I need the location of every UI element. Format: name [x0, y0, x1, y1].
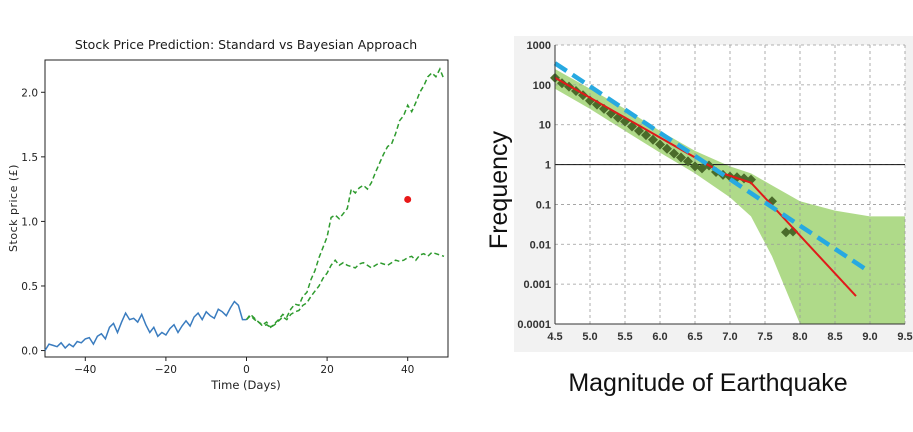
- stock-y-ticks: 0.0 0.5 1.0 1.5 2.0: [21, 87, 45, 358]
- stock-y-tick-label: 0.0: [21, 346, 38, 358]
- earthquake-data-point: [781, 227, 791, 238]
- earthquake-x-tick-label: 4.5: [547, 331, 562, 343]
- earthquake-x-tick-label: 9.0: [862, 331, 877, 343]
- stock-series-line-2: [245, 251, 445, 329]
- stock-points-layer: [404, 195, 412, 203]
- stock-x-tick-label: 0: [243, 364, 250, 376]
- earthquake-x-ticks: 4.5 5.0 5.5 6.0 6.5 7.0 7.5 8.0 8.5 9.0 9.5: [547, 331, 912, 343]
- earthquake-solid-fit-line: [554, 76, 857, 297]
- earthquake-y-tick-label: 10: [539, 120, 551, 132]
- earthquake-data-point: [634, 125, 644, 136]
- earthquake-y-tick-label: 1: [545, 160, 551, 172]
- earthquake-y-tick-label: 0.01: [530, 239, 551, 251]
- earthquake-x-tick-label: 6.0: [652, 331, 667, 343]
- stock-chart: Stock Price Prediction: Standard vs Baye…: [7, 37, 449, 392]
- stock-x-tick-label: 20: [320, 364, 333, 376]
- stock-series-line-1: [245, 67, 445, 329]
- stock-chart-frame: [44, 59, 449, 358]
- earthquake-data-point: [788, 226, 798, 237]
- earthquake-chart: 4.5 5.0 5.5 6.0 6.5 7.0 7.5 8.0 8.5 9.0 9.5 0.0001…: [485, 36, 913, 397]
- stock-y-tick-label: 0.5: [21, 281, 38, 293]
- earthquake-data-point: [662, 143, 672, 154]
- stock-chart-title: Stock Price Prediction: Standard vs Baye…: [75, 37, 417, 52]
- earthquake-x-axis-label: Magnitude of Earthquake: [568, 369, 847, 397]
- earthquake-y-tick-label: 0.0001: [517, 319, 551, 331]
- earthquake-x-tick-label: 7.0: [722, 331, 737, 343]
- stock-series-layer: [44, 67, 445, 351]
- stock-x-tick-label: −40: [74, 364, 96, 376]
- earthquake-data-point: [676, 152, 686, 163]
- stock-y-tick-label: 1.5: [21, 152, 38, 164]
- earthquake-x-tick-label: 9.5: [897, 331, 912, 343]
- earthquake-data-point: [648, 134, 658, 145]
- earthquake-x-tick-label: 5.5: [617, 331, 632, 343]
- earthquake-fit-lines: [553, 61, 872, 297]
- stock-y-axis-label: Stock price (£): [7, 164, 20, 252]
- earthquake-y-ticks: 0.0001 0.001 0.01 0.1 1 10 100 1000: [517, 40, 551, 331]
- stock-y-tick-label: 2.0: [21, 87, 38, 99]
- stock-x-tick-label: 40: [401, 364, 414, 376]
- earthquake-y-tick-label: 0.001: [523, 279, 551, 291]
- earthquake-x-tick-label: 6.5: [687, 331, 702, 343]
- earthquake-x-tick-label: 7.5: [757, 331, 772, 343]
- stock-y-tick-label: 1.0: [21, 216, 38, 228]
- stock-series-line-0: [44, 300, 247, 351]
- earthquake-y-tick-label: 1000: [527, 40, 551, 52]
- stock-prediction-point: [404, 195, 412, 203]
- stock-x-tick-label: −20: [155, 364, 177, 376]
- earthquake-x-tick-label: 5.0: [582, 331, 597, 343]
- earthquake-data-point: [655, 139, 665, 150]
- stock-x-axis-label: Time (Days): [210, 378, 280, 392]
- earthquake-data-point: [683, 156, 693, 167]
- stock-x-ticks: −40 −20 0 20 40: [74, 357, 414, 376]
- earthquake-y-tick-label: 100: [533, 80, 551, 92]
- earthquake-data-point: [641, 130, 651, 141]
- earthquake-x-tick-label: 8.0: [792, 331, 807, 343]
- earthquake-y-axis-label: Frequency: [485, 130, 513, 249]
- earthquake-y-tick-label: 0.1: [536, 199, 551, 211]
- earthquake-data-point: [669, 148, 679, 159]
- earthquake-x-tick-label: 8.5: [827, 331, 842, 343]
